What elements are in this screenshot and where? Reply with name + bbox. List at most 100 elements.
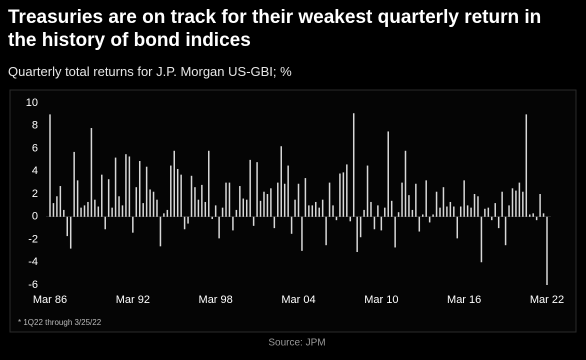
- bar: [394, 216, 396, 248]
- bar: [87, 201, 89, 217]
- bar: [411, 209, 414, 217]
- bar: [176, 168, 179, 217]
- bar: [149, 189, 151, 217]
- source: Source: JPM: [268, 338, 325, 349]
- y-tick-label: 2: [32, 188, 38, 200]
- bar: [346, 164, 348, 217]
- bar: [80, 207, 82, 217]
- bar: [83, 205, 86, 217]
- bar: [259, 200, 262, 217]
- bar: [173, 150, 175, 217]
- x-tick-label: Mar 22: [530, 294, 564, 306]
- bar: [356, 216, 358, 253]
- bar: [208, 150, 210, 217]
- bar: [221, 207, 224, 217]
- bar: [170, 165, 172, 217]
- bar: [384, 207, 386, 217]
- bar: [497, 216, 500, 229]
- bar: [135, 187, 138, 217]
- bar: [511, 188, 514, 217]
- bar: [159, 216, 162, 247]
- bar: [415, 183, 417, 217]
- bar: [97, 206, 100, 217]
- x-tick-label: Mar 10: [364, 294, 398, 306]
- bar: [484, 208, 486, 217]
- bar: [225, 182, 227, 217]
- bar: [166, 209, 169, 217]
- bar: [359, 216, 362, 238]
- bar: [439, 207, 441, 217]
- bar: [242, 198, 245, 217]
- chart-subtitle: Quarterly total returns for J.P. Morgan …: [8, 64, 292, 79]
- bar: [428, 216, 431, 223]
- bar: [63, 209, 65, 217]
- bar: [373, 216, 376, 230]
- plot-panel: [9, 89, 577, 333]
- bar: [449, 201, 452, 217]
- bar: [466, 205, 469, 217]
- bar: [425, 180, 427, 217]
- bar: [90, 128, 93, 217]
- bar: [470, 207, 472, 217]
- bar: [56, 196, 58, 217]
- bar: [121, 205, 124, 217]
- bar: [480, 216, 483, 263]
- bar: [435, 191, 438, 217]
- bar: [508, 205, 510, 217]
- bar: [453, 206, 455, 217]
- bar: [187, 216, 189, 224]
- bar: [183, 216, 186, 230]
- bar: [283, 183, 286, 217]
- bar: [263, 191, 265, 217]
- bar: [214, 205, 217, 217]
- bar: [256, 162, 258, 217]
- bar: [69, 216, 72, 249]
- bar: [318, 207, 320, 217]
- bar: [201, 184, 203, 217]
- bar: [252, 216, 255, 226]
- bar: [315, 201, 317, 217]
- bar: [321, 199, 324, 217]
- y-tick-label: 8: [32, 120, 38, 132]
- bar: [432, 214, 434, 217]
- bar: [218, 216, 220, 239]
- bar: [180, 174, 182, 217]
- bar: [211, 216, 213, 220]
- bar: [542, 213, 545, 217]
- bar: [245, 199, 248, 217]
- bar: [280, 146, 282, 217]
- bar: [308, 205, 310, 217]
- bar: [390, 200, 393, 217]
- bar: [494, 203, 496, 217]
- y-tick-label: 6: [32, 142, 38, 154]
- bar: [335, 216, 338, 221]
- bar: [76, 180, 79, 217]
- bar: [487, 207, 490, 217]
- y-tick-label: 10: [26, 97, 38, 109]
- bar: [249, 159, 251, 217]
- y-tick-label: 0: [32, 211, 38, 223]
- bar: [477, 196, 479, 217]
- bar: [473, 194, 476, 217]
- bar: [304, 178, 307, 217]
- bar: [532, 213, 534, 217]
- bar: [311, 205, 314, 217]
- bar: [328, 182, 331, 217]
- bar: [190, 175, 193, 217]
- chart-title: Treasuries are on track for their weakes…: [8, 7, 542, 51]
- bar: [387, 131, 389, 217]
- bar: [118, 196, 120, 217]
- bar: [152, 191, 155, 217]
- bar: [332, 205, 334, 217]
- bar: [290, 216, 293, 234]
- bar: [408, 195, 410, 217]
- bar: [194, 187, 196, 217]
- bar: [94, 199, 96, 217]
- bar: [287, 165, 289, 217]
- bar: [145, 166, 148, 217]
- x-tick-label: Mar 16: [447, 294, 481, 306]
- bar: [297, 183, 300, 217]
- bar: [442, 187, 445, 217]
- y-tick-label: -6: [28, 279, 38, 291]
- bar: [504, 216, 507, 246]
